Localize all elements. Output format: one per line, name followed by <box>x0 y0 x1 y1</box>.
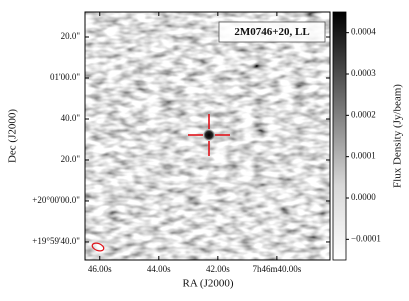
colorbar <box>332 11 347 261</box>
colorbar-tick-label: −0.0001 <box>351 233 381 243</box>
title-box <box>218 21 326 43</box>
x-tick-label: 7h46m40.00s <box>252 264 301 274</box>
colorbar-label: Flux Density (Jy/beam) <box>392 84 404 188</box>
image-panel <box>85 12 330 260</box>
beam <box>91 242 105 252</box>
source <box>203 129 215 141</box>
axes-frame <box>84 11 331 261</box>
colorbar-tick-label: 0.0001 <box>351 151 376 161</box>
colorbar-tick-label: 0.0002 <box>351 109 376 119</box>
title: 2M0746+20, LL <box>234 26 309 38</box>
source-cross <box>188 114 230 156</box>
x-axis-label: RA (J2000) <box>182 278 233 290</box>
colorbar-tick-label: 0.0000 <box>351 192 376 202</box>
y-tick-label: 01'00.0" <box>50 72 80 82</box>
x-tick-label: 44.00s <box>147 264 171 274</box>
y-tick-label: 40.0" <box>61 113 81 123</box>
x-tick-label: 46.00s <box>88 264 112 274</box>
colorbar-tick-label: 0.0004 <box>351 27 376 37</box>
y-tick-label: 20.0" <box>61 31 81 41</box>
x-tick-label: 42.00s <box>206 264 230 274</box>
y-tick-label: +19°59'40.0" <box>32 236 80 246</box>
y-tick-label: 20.0" <box>61 154 81 164</box>
y-axis-label: Dec (J2000) <box>7 109 19 163</box>
colorbar-tick-label: 0.0003 <box>351 68 376 78</box>
y-tick-label: +20°00'00.0" <box>32 195 80 205</box>
